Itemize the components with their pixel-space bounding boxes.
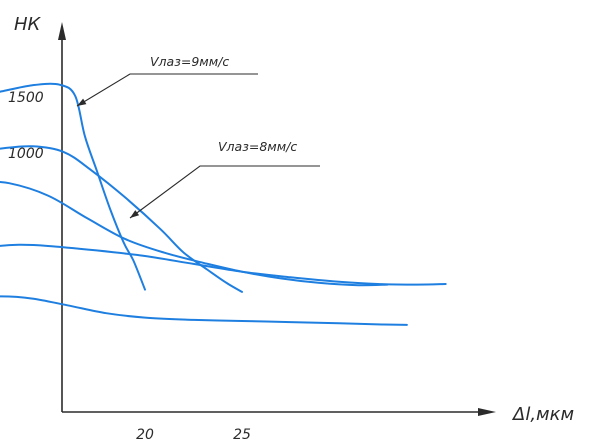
annotation-leader bbox=[129, 165, 320, 219]
annotation-arrow-icon bbox=[77, 98, 87, 106]
y-tick-label: 1500 bbox=[8, 90, 44, 106]
annotation-label: Vлаз=9мм/с bbox=[150, 54, 229, 69]
x-tick-label: 25 bbox=[233, 427, 251, 443]
annotation-arrow-icon bbox=[130, 210, 140, 218]
annotation-leader bbox=[76, 73, 258, 107]
y-tick-label: 1000 bbox=[8, 146, 44, 162]
series-line-2 bbox=[0, 145, 243, 293]
axes bbox=[58, 22, 496, 416]
curves bbox=[0, 82, 447, 326]
y-axis-arrow-icon bbox=[58, 22, 66, 40]
x-axis-arrow-icon bbox=[478, 408, 496, 416]
series-line-4 bbox=[0, 243, 447, 286]
y-axis-title: НК bbox=[14, 14, 42, 35]
series-line-1 bbox=[0, 82, 146, 291]
x-tick-label: 20 bbox=[136, 427, 154, 443]
annotation-label: Vлаз=8мм/с bbox=[218, 139, 297, 154]
annotations: Vлаз=9мм/с Vлаз=8мм/с bbox=[76, 54, 320, 219]
x-axis-title: Δl,мкм bbox=[511, 404, 574, 425]
series-line-3 bbox=[0, 180, 389, 287]
series-line-5 bbox=[0, 295, 408, 326]
